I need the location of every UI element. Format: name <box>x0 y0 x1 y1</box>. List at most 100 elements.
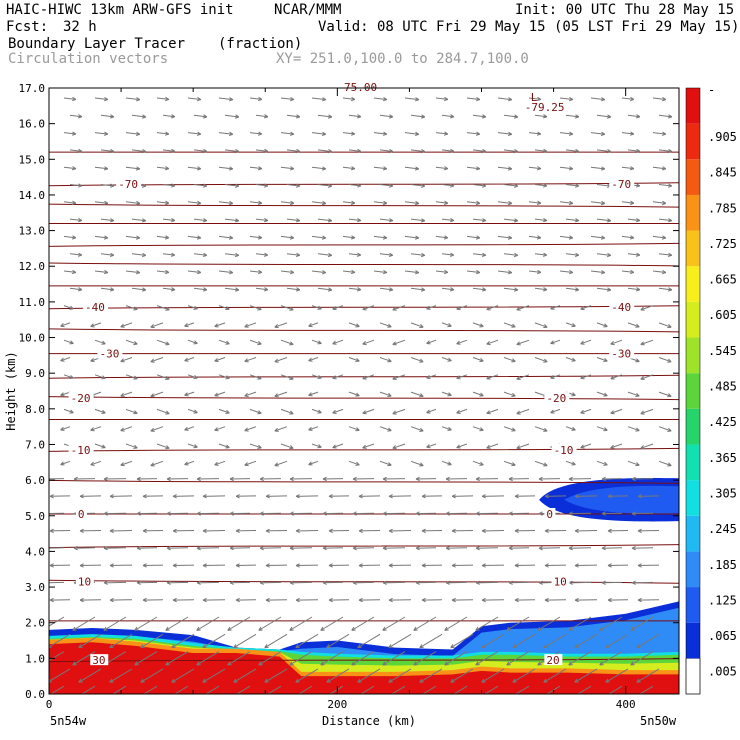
circulation-vector <box>466 166 481 171</box>
valid-time: Valid: 08 UTC Fri 29 May 15 (05 LST Fri … <box>318 19 740 35</box>
y-axis-label: Height (km) <box>4 351 18 430</box>
circulation-vector <box>516 408 530 415</box>
circulation-vector <box>404 131 420 137</box>
org-label: NCAR/MMM <box>274 2 342 18</box>
field-name: Boundary Layer Tracer <box>8 36 186 52</box>
circulation-vector <box>466 235 481 240</box>
circulation-vector <box>631 580 654 585</box>
circulation-vector <box>590 97 606 102</box>
circulation-vector <box>421 494 443 499</box>
circulation-vector <box>94 269 109 275</box>
circulation-vector <box>358 597 381 603</box>
circulation-vector <box>550 408 561 414</box>
y-tick-label: 9.0 <box>25 367 45 380</box>
x-tick-label: 400 <box>616 698 636 711</box>
circulation-vector <box>332 339 344 345</box>
circulation-vector <box>410 322 424 329</box>
circulation-vector <box>550 374 561 380</box>
circulation-vector <box>136 545 158 551</box>
circulation-vector <box>574 597 598 603</box>
circulation-vector <box>150 460 164 467</box>
colorbar-label: - <box>708 83 715 97</box>
circulation-vector <box>601 476 623 482</box>
circulation-vector <box>421 597 443 603</box>
circulation-vector <box>172 494 195 499</box>
circulation-vector <box>125 408 138 415</box>
x-tick-label: 0 <box>46 698 53 711</box>
circulation-vector <box>320 616 344 631</box>
circulation-vector <box>79 494 102 499</box>
circulation-vector <box>441 357 452 362</box>
circulation-vector <box>528 235 542 240</box>
isotherm-label-bg <box>609 301 635 313</box>
circulation-vector <box>295 597 319 603</box>
circulation-vector <box>451 597 474 603</box>
colorbar: .005 .065 .125 .185 .245 .305 .365 .425 .485 .545… <box>685 83 737 695</box>
circulation-vector <box>103 476 127 482</box>
circulation-vector <box>351 616 375 631</box>
colorbar-label: .305 <box>708 486 737 500</box>
circulation-vector <box>49 478 65 480</box>
circulation-vector <box>404 97 420 102</box>
circulation-vector <box>348 114 362 119</box>
circulation-vector <box>658 426 672 432</box>
circulation-vector <box>652 269 667 275</box>
circulation-vector <box>131 114 147 119</box>
circulation-vector <box>472 426 484 432</box>
circulation-vector <box>608 685 623 694</box>
isotherm-label-bg <box>97 347 123 359</box>
circulation-vector <box>456 374 468 380</box>
isotherm-label: -40 <box>611 301 631 314</box>
circulation-vector <box>249 374 262 380</box>
circulation-vector <box>621 131 635 136</box>
circulation-vector <box>280 269 295 275</box>
circulation-vector <box>311 131 327 137</box>
circulation-vector <box>255 287 269 292</box>
circulation-vector <box>475 580 499 585</box>
circulation-vector <box>451 563 474 568</box>
circulation-vector <box>60 460 71 466</box>
colorbar-swatch <box>686 373 700 409</box>
circulation-vector <box>445 580 468 585</box>
circulation-vector <box>544 597 567 603</box>
circulation-vector <box>286 252 301 257</box>
circulation-vector <box>637 494 660 499</box>
circulation-vector <box>142 528 164 533</box>
circulation-vector <box>311 235 327 240</box>
circulation-vector <box>481 528 505 534</box>
circulation-vector <box>415 545 437 551</box>
circulation-vector <box>379 252 394 257</box>
circulation-vector <box>596 357 608 363</box>
circulation-vector <box>193 148 208 154</box>
circulation-vector <box>249 305 262 311</box>
colorbar-swatch <box>686 444 700 481</box>
isotherm-label-bg <box>551 575 570 587</box>
circulation-vector <box>131 252 147 258</box>
circulation-vector <box>348 391 360 397</box>
circulation-vector <box>258 651 282 666</box>
circulation-vector <box>63 269 77 275</box>
circulation-vector <box>187 235 202 240</box>
circulation-vector <box>218 97 234 102</box>
circulation-vector <box>415 511 437 516</box>
circulation-vector <box>172 597 195 603</box>
circulation-vector <box>317 149 333 154</box>
circulation-vector <box>503 252 519 258</box>
circulation-vector <box>379 426 392 432</box>
colorbar-swatch <box>686 337 700 374</box>
circulation-vector <box>640 305 654 311</box>
circulation-vector <box>415 580 437 585</box>
circulation-vector <box>142 597 164 603</box>
colorbar-swatch <box>686 515 700 552</box>
circulation-vector <box>503 391 516 397</box>
circulation-vector <box>506 616 530 631</box>
circulation-vector <box>652 131 667 136</box>
circulation-vector <box>627 460 640 467</box>
circulation-vector <box>156 305 170 311</box>
circulation-vector <box>565 322 576 328</box>
colorbar-label: .185 <box>708 558 737 572</box>
circulation-vector <box>404 235 420 240</box>
circulation-vector <box>156 166 170 171</box>
circulation-vector <box>652 235 667 240</box>
circulation-vector <box>362 374 375 380</box>
